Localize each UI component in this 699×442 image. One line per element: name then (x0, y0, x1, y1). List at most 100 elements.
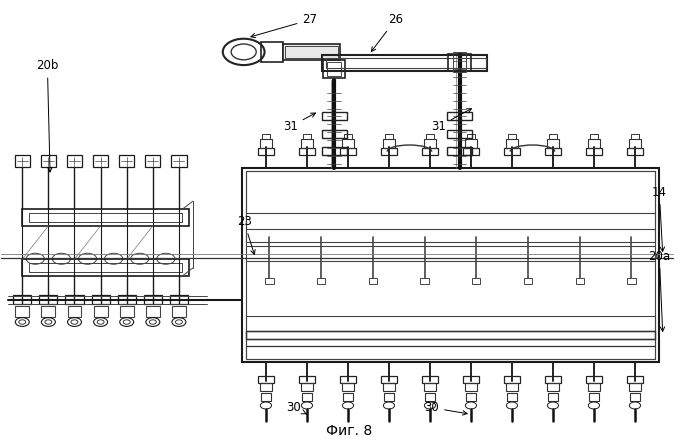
Bar (343, 393, 353, 401)
Bar (424, 139, 436, 148)
Bar (422, 376, 438, 383)
Bar (342, 139, 354, 148)
Bar (447, 130, 472, 137)
Bar (117, 295, 136, 305)
Bar (627, 278, 635, 284)
Bar (381, 148, 396, 155)
Bar (463, 148, 479, 155)
Bar (146, 306, 160, 317)
Bar (302, 393, 312, 401)
Bar (590, 134, 598, 139)
Bar (246, 316, 655, 359)
Text: 20b: 20b (36, 60, 59, 172)
Text: 30: 30 (287, 401, 306, 414)
Bar (465, 383, 477, 392)
Bar (340, 376, 356, 383)
Bar (262, 134, 270, 139)
Bar (15, 306, 29, 317)
Bar (259, 148, 273, 155)
Bar (246, 171, 655, 359)
Bar (627, 148, 642, 155)
Bar (323, 60, 345, 78)
Bar (588, 383, 600, 392)
Bar (630, 393, 640, 401)
Bar (68, 306, 82, 317)
Bar (322, 130, 347, 137)
Bar (548, 393, 558, 401)
Text: Фиг. 8: Фиг. 8 (326, 424, 373, 438)
Bar (630, 134, 639, 139)
Bar (524, 278, 532, 284)
Bar (586, 148, 602, 155)
Bar (425, 393, 435, 401)
Bar (260, 383, 272, 392)
Bar (465, 139, 477, 148)
Bar (342, 383, 354, 392)
Bar (66, 295, 84, 305)
Bar (545, 148, 561, 155)
Bar (545, 376, 561, 383)
Bar (317, 278, 325, 284)
Bar (472, 278, 480, 284)
Bar (261, 42, 283, 61)
Bar (92, 295, 110, 305)
Bar (144, 295, 162, 305)
Bar (463, 376, 479, 383)
Bar (299, 376, 315, 383)
Bar (382, 383, 395, 392)
Bar (246, 331, 655, 339)
Bar (326, 58, 486, 68)
Bar (420, 278, 428, 284)
Bar (505, 139, 518, 148)
Bar (452, 52, 466, 72)
Bar (447, 147, 472, 155)
Bar (586, 376, 602, 383)
Bar (381, 376, 396, 383)
Bar (246, 171, 655, 242)
Bar (29, 263, 182, 272)
Bar (344, 134, 352, 139)
Bar (265, 278, 273, 284)
Bar (120, 306, 134, 317)
Bar (368, 278, 377, 284)
Bar (340, 148, 356, 155)
Bar (322, 112, 347, 120)
Bar (301, 383, 313, 392)
Bar (467, 134, 475, 139)
Bar (466, 393, 476, 401)
Bar (13, 295, 31, 305)
Bar (327, 62, 341, 76)
Bar (426, 134, 434, 139)
Bar (93, 155, 108, 168)
Bar (384, 393, 394, 401)
Text: 23: 23 (237, 215, 255, 255)
Bar (322, 55, 487, 71)
Bar (284, 46, 338, 57)
Bar (424, 383, 436, 392)
Bar (507, 393, 517, 401)
Bar (41, 306, 55, 317)
Bar (303, 134, 311, 139)
Bar (39, 295, 57, 305)
Bar (547, 383, 559, 392)
Bar (504, 148, 519, 155)
Text: 31: 31 (283, 113, 315, 133)
Bar (172, 306, 186, 317)
Bar (29, 213, 182, 222)
Bar (507, 134, 516, 139)
Text: 14: 14 (652, 186, 667, 251)
Bar (260, 139, 272, 148)
Bar (299, 148, 315, 155)
Bar (447, 112, 472, 120)
Bar (22, 209, 189, 226)
Bar (170, 295, 188, 305)
Bar (448, 54, 470, 71)
Text: 31: 31 (431, 109, 471, 133)
Bar (627, 376, 642, 383)
Bar (145, 155, 161, 168)
Bar (504, 376, 519, 383)
Bar (22, 259, 189, 276)
Bar (382, 139, 395, 148)
Bar (628, 139, 641, 148)
Bar (301, 139, 313, 148)
